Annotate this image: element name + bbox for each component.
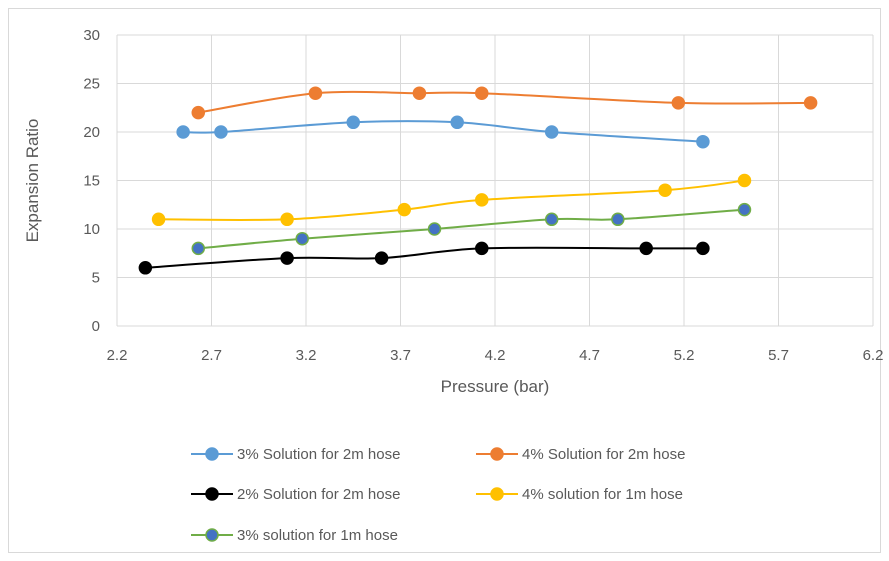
legend-entry: 3% Solution for 2m hose <box>191 446 400 463</box>
x-axis-title: Pressure (bar) <box>441 377 550 396</box>
data-point <box>658 183 672 197</box>
series-line <box>158 179 745 221</box>
legend-marker <box>490 447 504 461</box>
legend-entry: 3% solution for 1m hose <box>191 527 398 544</box>
data-point <box>737 173 752 188</box>
legend-label: 3% solution for 1m hose <box>237 527 398 544</box>
data-point <box>138 261 153 275</box>
data-point <box>450 115 464 130</box>
x-tick-label: 2.7 <box>201 347 222 364</box>
x-tick-label: 6.2 <box>863 347 884 364</box>
data-point <box>737 202 752 217</box>
data-point <box>214 125 228 139</box>
y-tick-label: 30 <box>83 27 100 44</box>
data-point <box>346 115 360 130</box>
data-point <box>295 231 309 246</box>
y-tick-label: 15 <box>83 173 100 190</box>
series-line <box>198 90 811 114</box>
data-point <box>475 86 489 100</box>
y-axis-title: Expansion Ratio <box>23 119 42 243</box>
series-line <box>145 246 703 269</box>
y-tick-label: 20 <box>83 124 100 141</box>
data-point <box>151 212 166 227</box>
data-point <box>397 202 412 217</box>
data-point <box>611 212 625 227</box>
legend-entry: 4% solution for 1m hose <box>476 486 683 503</box>
tick-labels: 0 5 10 15 20 25 30 2.2 2.7 3.2 3.7 4.2 4.7 5.2 5.7 6.2 <box>83 27 883 364</box>
data-point <box>427 222 442 236</box>
x-tick-label: 3.7 <box>390 347 411 364</box>
series-2 <box>191 86 818 120</box>
series-4 <box>151 173 752 227</box>
x-tick-label: 4.2 <box>485 347 506 364</box>
data-point <box>374 251 389 265</box>
x-tick-label: 3.2 <box>296 347 317 364</box>
x-tick-label: 5.2 <box>674 347 695 364</box>
series-line <box>183 120 703 143</box>
data-point <box>280 212 294 227</box>
x-tick-label: 4.7 <box>579 347 600 364</box>
data-point <box>475 193 489 207</box>
legend-marker <box>205 487 219 501</box>
series-layer <box>138 86 818 275</box>
data-point <box>191 105 206 120</box>
series-1 <box>176 115 710 149</box>
data-point <box>191 241 206 256</box>
x-tick-label: 5.7 <box>768 347 789 364</box>
data-point <box>475 241 489 256</box>
chart-frame <box>8 8 881 553</box>
data-point <box>544 125 559 139</box>
legend-label: 2% Solution for 2m hose <box>237 486 400 503</box>
series-5 <box>191 202 752 256</box>
data-point <box>803 96 818 110</box>
legend-entry: 2% Solution for 2m hose <box>191 486 400 503</box>
legend-marker <box>205 447 219 461</box>
legend: 3% Solution for 2m hose 4% Solution for 2… <box>191 446 685 544</box>
legend-label: 4% Solution for 2m hose <box>522 446 685 463</box>
y-tick-label: 5 <box>92 270 100 287</box>
legend-marker <box>490 487 504 501</box>
y-tick-label: 25 <box>83 76 100 93</box>
grid <box>116 34 874 327</box>
data-point <box>412 86 427 100</box>
data-point <box>696 134 710 149</box>
legend-entry: 4% Solution for 2m hose <box>476 446 685 463</box>
data-point <box>308 86 323 100</box>
data-point <box>176 125 190 139</box>
y-tick-label: 0 <box>92 318 100 335</box>
y-tick-label: 10 <box>83 221 100 238</box>
data-point <box>696 241 710 256</box>
data-point <box>280 251 294 265</box>
series-3 <box>138 241 710 275</box>
series-line <box>198 208 745 250</box>
data-point <box>671 96 686 110</box>
legend-label: 4% solution for 1m hose <box>522 486 683 503</box>
data-point <box>544 212 559 227</box>
legend-marker <box>205 528 219 542</box>
data-point <box>639 241 653 256</box>
legend-label: 3% Solution for 2m hose <box>237 446 400 463</box>
x-tick-label: 2.2 <box>107 347 128 364</box>
